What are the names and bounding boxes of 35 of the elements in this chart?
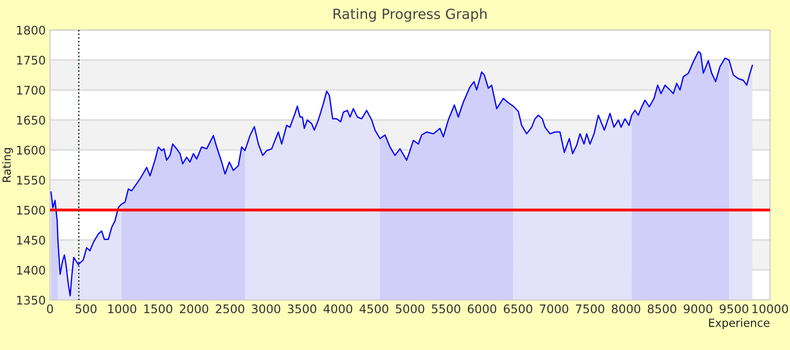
- chart-title: Rating Progress Graph: [334, 8, 487, 22]
- y-tick-label: 1800: [17, 26, 46, 35]
- y-tick-label: 1400: [17, 266, 46, 275]
- line-series: [50, 50, 753, 296]
- x-tick-label: 9000: [684, 304, 712, 314]
- x-tick-label: 7500: [576, 304, 604, 314]
- x-tick-label: 10000: [752, 304, 788, 314]
- y-tick-label: 1650: [17, 116, 46, 125]
- y-tick-label: 1350: [17, 296, 46, 305]
- x-axis-title: Experience: [709, 318, 770, 330]
- x-tick-label: 3500: [288, 304, 316, 314]
- x-tick-label: 1000: [108, 304, 136, 314]
- x-tick-label: 4500: [360, 304, 388, 314]
- x-tick-label: 6500: [504, 304, 532, 314]
- x-tick-label: 3000: [252, 304, 280, 314]
- x-tick-label: 8000: [612, 304, 640, 314]
- x-tick-label: 9500: [720, 304, 748, 314]
- y-tick-label: 1750: [17, 56, 46, 65]
- y-axis-title: Rating: [2, 148, 14, 182]
- x-tick-label: 1500: [144, 304, 172, 314]
- x-tick-label: 8500: [648, 304, 676, 314]
- x-tick-label: 5000: [396, 304, 424, 314]
- y-tick-label: 1600: [17, 146, 46, 155]
- x-tick-label: 2500: [216, 304, 244, 314]
- x-tick-label: 7000: [540, 304, 568, 314]
- y-tick-label: 1450: [17, 236, 46, 245]
- x-tick-label: 2000: [180, 304, 208, 314]
- x-tick-label: 4000: [324, 304, 352, 314]
- x-tick-label: 500: [76, 304, 96, 314]
- y-tick-label: 1550: [17, 176, 46, 185]
- y-tick-label: 1700: [17, 86, 46, 95]
- y-tick-label: 1500: [17, 206, 46, 215]
- x-tick-label: 5500: [432, 304, 460, 314]
- x-tick-label: 0: [47, 304, 53, 314]
- x-tick-label: 6000: [468, 304, 496, 314]
